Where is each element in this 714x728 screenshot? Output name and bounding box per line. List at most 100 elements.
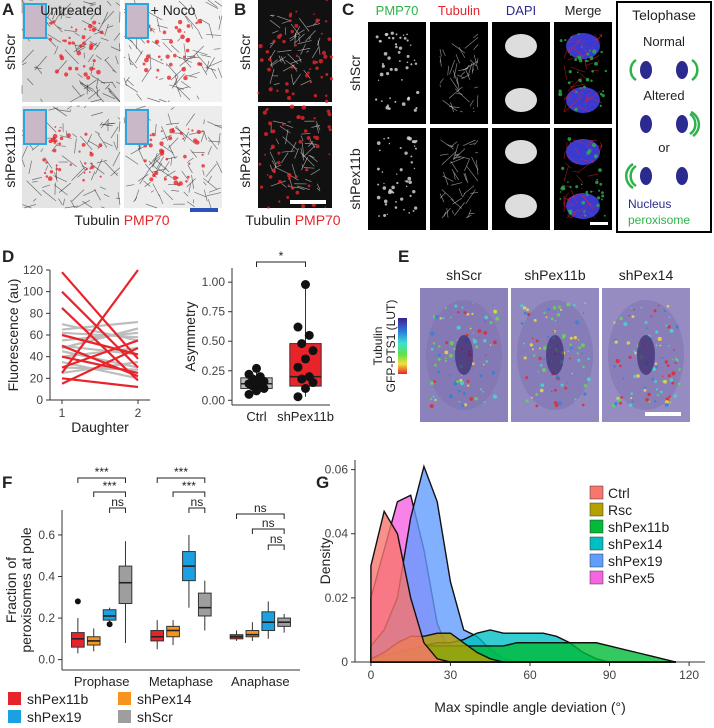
- speckle: [483, 331, 488, 335]
- fiber: [575, 193, 586, 197]
- fiber: [285, 129, 289, 145]
- speckle: [668, 316, 671, 319]
- legend-label: shPex19: [608, 553, 663, 569]
- speckle: [149, 134, 152, 137]
- fiber: [449, 77, 460, 91]
- fiber: [77, 168, 88, 178]
- speckle: [630, 396, 633, 400]
- speckle: [386, 71, 390, 76]
- data-point: [304, 330, 314, 340]
- speckle: [620, 396, 624, 399]
- speckle: [601, 191, 604, 195]
- fiber: [163, 170, 176, 178]
- speckle: [83, 172, 86, 174]
- speckle: [444, 307, 447, 310]
- significance-bracket: [109, 507, 126, 513]
- fiber: [71, 85, 82, 97]
- fiber: [440, 139, 454, 150]
- fiber: [464, 37, 479, 49]
- speckle: [183, 75, 188, 81]
- speckle: [471, 312, 474, 315]
- speckle: [81, 35, 86, 40]
- speckle: [324, 206, 327, 208]
- fiber: [159, 78, 164, 80]
- fiber: [570, 83, 586, 88]
- fiber: [269, 49, 276, 59]
- speckle: [326, 0, 328, 2]
- fiber: [306, 23, 321, 28]
- speckle: [325, 73, 329, 77]
- fiber: [180, 81, 191, 89]
- legend-swatch: [8, 692, 21, 705]
- fiber: [207, 146, 212, 155]
- fiber: [115, 2, 121, 6]
- fiber: [303, 167, 315, 169]
- speckle: [62, 39, 65, 42]
- speckle: [265, 50, 270, 54]
- fiber: [297, 47, 311, 52]
- speckle: [600, 198, 603, 201]
- speckle: [613, 402, 618, 406]
- fiber: [279, 125, 291, 134]
- fiber: [104, 83, 111, 90]
- fiber: [586, 139, 595, 147]
- speckle: [457, 310, 460, 314]
- speckle: [381, 62, 384, 66]
- fiber: [586, 90, 601, 102]
- fiber: [154, 124, 157, 137]
- fiber: [205, 1, 219, 10]
- box: [102, 609, 117, 621]
- speckle: [614, 365, 617, 368]
- speckle: [437, 370, 441, 374]
- fiber: [104, 161, 118, 176]
- fiber: [54, 9, 63, 23]
- speckle: [89, 66, 94, 71]
- speckle: [396, 173, 398, 175]
- speckle: [582, 365, 585, 369]
- fiber: [449, 59, 456, 75]
- data-point: [301, 354, 310, 364]
- speckle: [522, 306, 527, 310]
- speckle: [88, 24, 93, 29]
- speckle: [286, 195, 290, 199]
- y-tick-label: 0: [36, 393, 43, 407]
- fiber: [144, 181, 151, 187]
- speckle: [631, 307, 633, 310]
- fiber: [596, 59, 599, 67]
- column-label: shPex11b: [524, 267, 585, 283]
- fiber: [213, 48, 221, 50]
- speckle: [149, 29, 153, 32]
- speckle: [55, 164, 58, 167]
- speckle: [664, 402, 669, 407]
- fiber: [208, 60, 223, 67]
- fiber: [134, 50, 144, 64]
- speckle: [177, 28, 182, 33]
- fiber: [451, 169, 460, 181]
- fiber: [93, 31, 101, 35]
- speckle: [406, 136, 411, 141]
- speckle: [472, 339, 477, 344]
- fiber: [202, 169, 205, 176]
- speckle: [88, 45, 94, 51]
- speckle: [407, 176, 412, 181]
- fiber: [110, 126, 119, 139]
- significance-bracket: [188, 507, 206, 513]
- fiber: [100, 37, 109, 41]
- speckle: [601, 194, 605, 198]
- fiber: [218, 15, 223, 30]
- fiber: [447, 65, 449, 76]
- speckle: [634, 352, 637, 355]
- fiber: [316, 187, 321, 192]
- fiber: [290, 141, 297, 152]
- fiber: [300, 43, 306, 55]
- speckle: [270, 65, 273, 67]
- fiber: [208, 199, 212, 209]
- speckle: [493, 309, 497, 314]
- speckle: [569, 185, 572, 189]
- fiber: [290, 74, 294, 86]
- speckle: [399, 36, 402, 39]
- fiber: [577, 40, 587, 43]
- speckle: [671, 381, 675, 385]
- fiber: [305, 30, 316, 42]
- speckle: [379, 72, 384, 77]
